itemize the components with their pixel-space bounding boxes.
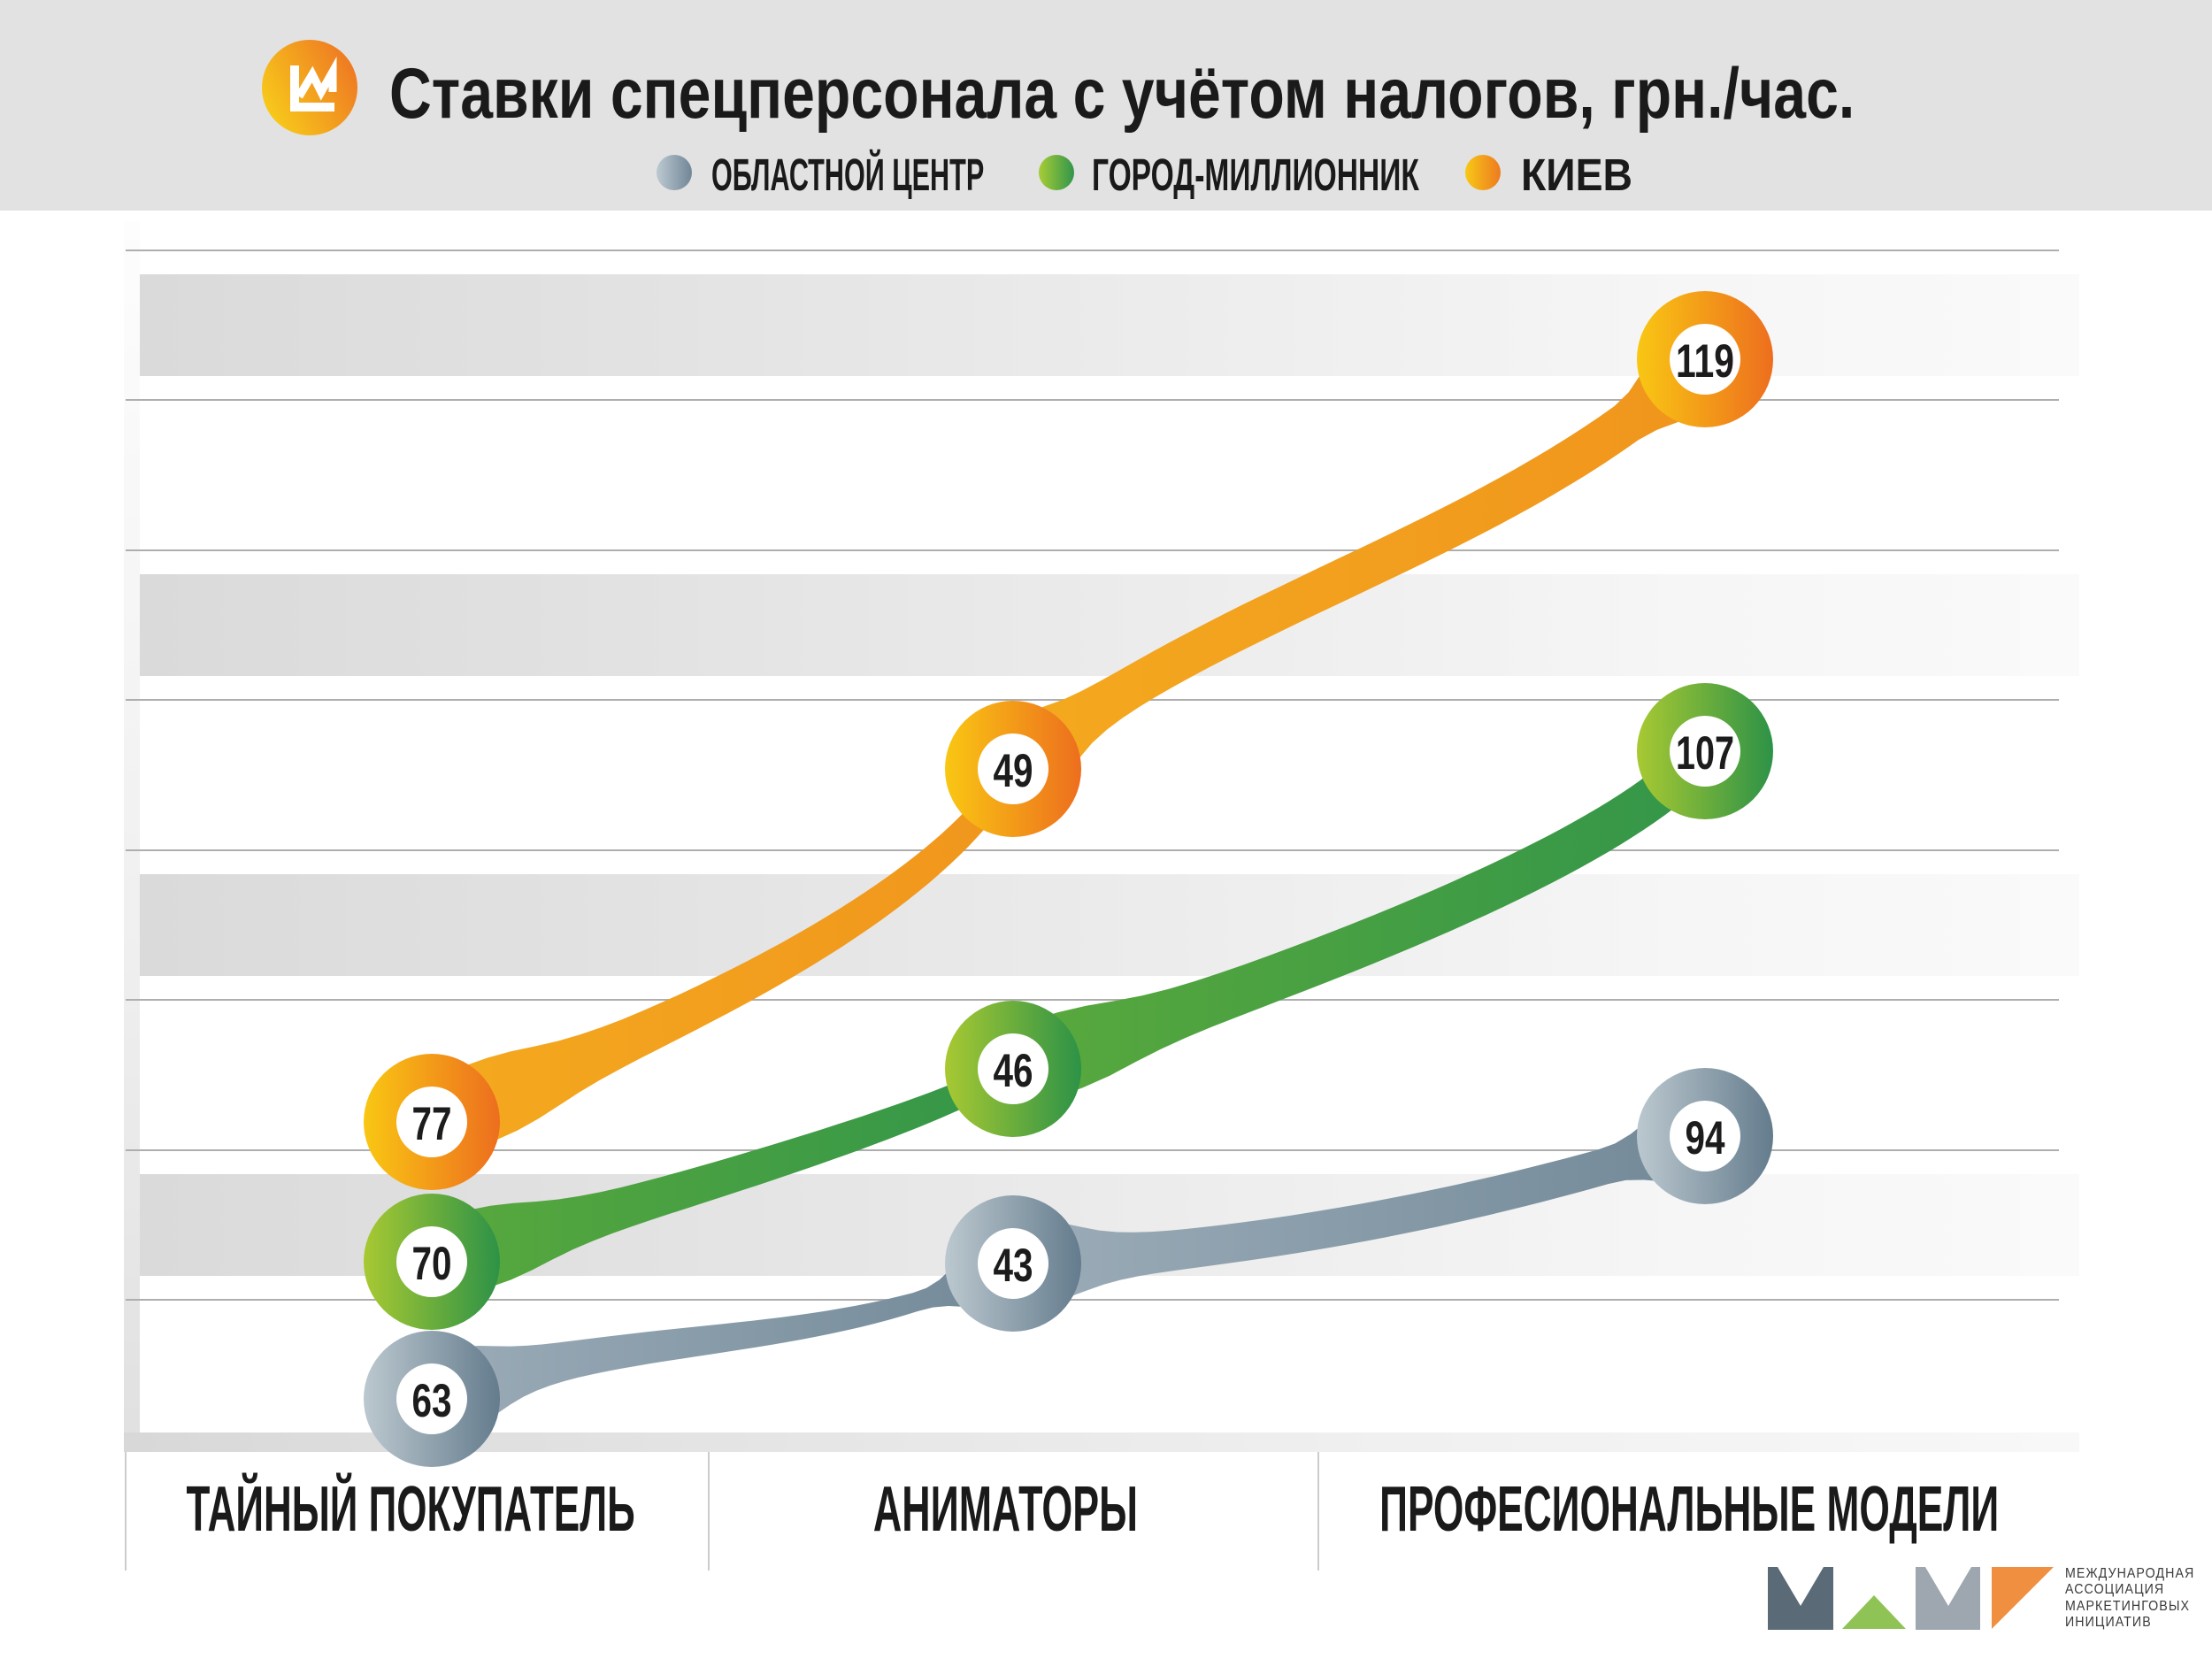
svg-text:70: 70 [412, 1238, 452, 1290]
svg-text:77: 77 [412, 1098, 452, 1150]
svg-text:63: 63 [412, 1375, 452, 1427]
svg-text:119: 119 [1676, 335, 1734, 388]
svg-text:49: 49 [994, 745, 1033, 797]
svg-text:107: 107 [1676, 727, 1734, 780]
svg-text:43: 43 [994, 1240, 1033, 1292]
svg-text:94: 94 [1686, 1112, 1725, 1164]
svg-text:46: 46 [994, 1045, 1033, 1097]
